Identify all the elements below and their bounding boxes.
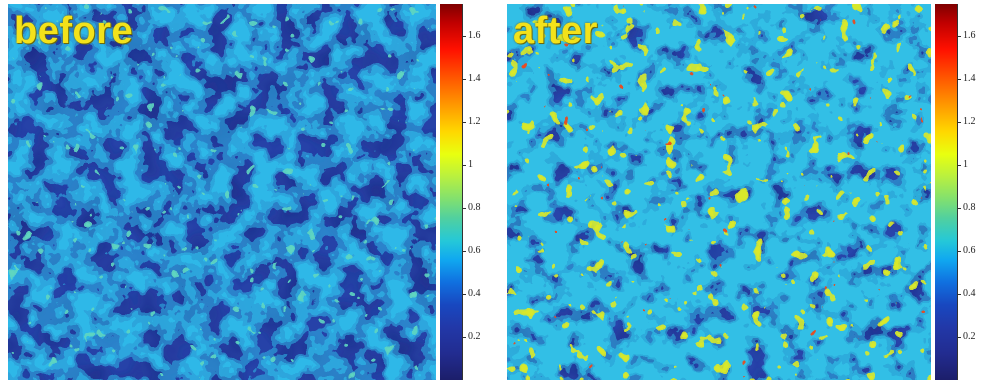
colorbar-tick-label: 0.4: [468, 288, 481, 300]
colorbar-tick-label: 1.4: [468, 73, 481, 85]
colorbar-tick: [462, 337, 466, 339]
colorbar-tick-label: 1.6: [963, 30, 976, 42]
colorbar-tick-label: 0.2: [963, 331, 976, 343]
colorbar-tick: [462, 208, 466, 210]
colorbar-tick-label: 1.2: [963, 116, 976, 128]
colorbar-tick: [957, 79, 961, 81]
colorbar-tick-label: 0.6: [963, 245, 976, 257]
colorbar-tick: [957, 294, 961, 296]
colorbar-tick: [957, 36, 961, 38]
colorbar-tick-label: 0.6: [468, 245, 481, 257]
colorbar-tick-label: 0.2: [468, 331, 481, 343]
colorbar-tick-label: 0.8: [468, 202, 481, 214]
colorbar-tick-label: 1: [963, 159, 968, 171]
colorbar-tick-label: 0.8: [963, 202, 976, 214]
before-colorbar: 1.6 1.4 1.2 1 0.8 0.6 0.4 0.2: [440, 4, 490, 380]
colorbar-tick-label: 0.4: [963, 288, 976, 300]
colorbar-tick: [957, 337, 961, 339]
after-colorbar: 1.6 1.4 1.2 1 0.8 0.6 0.4 0.2: [935, 4, 985, 380]
after-heatmap-image: [507, 4, 931, 380]
before-map-panel: before: [8, 4, 436, 380]
colorbar-tick: [957, 251, 961, 253]
colorbar-tick: [462, 36, 466, 38]
colorbar-tick: [957, 208, 961, 210]
colorbar-tick-label: 1.6: [468, 30, 481, 42]
colorbar-gradient: [440, 4, 462, 380]
colorbar-tick-label: 1.2: [468, 116, 481, 128]
before-label: before: [14, 10, 134, 52]
after-label: after: [513, 10, 598, 52]
colorbar-tick: [462, 79, 466, 81]
colorbar-tick: [462, 122, 466, 124]
colorbar-gradient: [935, 4, 957, 380]
colorbar-tick: [462, 165, 466, 167]
colorbar-tick-label: 1: [468, 159, 473, 171]
colorbar-tick: [957, 165, 961, 167]
after-map-panel: after: [507, 4, 931, 380]
colorbar-tick: [957, 122, 961, 124]
colorbar-tick-label: 1.4: [963, 73, 976, 85]
colorbar-tick: [462, 294, 466, 296]
colorbar-tick: [462, 251, 466, 253]
before-heatmap-image: [8, 4, 436, 380]
